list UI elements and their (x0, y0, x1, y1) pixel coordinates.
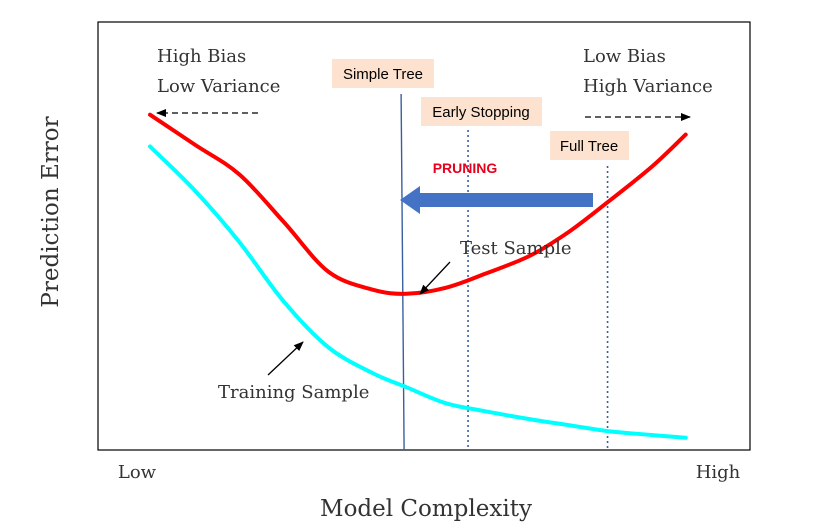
left-bias-text: High Bias (157, 46, 246, 67)
pruning-arrow (400, 186, 593, 214)
pruning-label: PRUNING (433, 160, 498, 176)
early-stopping-label: Early Stopping (432, 104, 530, 121)
x-tick-low: Low (118, 462, 157, 483)
plot-frame (97, 21, 751, 451)
early-stopping-label-box (421, 97, 542, 126)
test-sample-label: Test Sample (460, 238, 572, 259)
left-variance-text: Low Variance (157, 76, 280, 97)
right-variance-text: High Variance (583, 76, 713, 97)
simple-tree-label-box (332, 59, 434, 88)
simple-tree-line (400, 93, 405, 451)
x-axis-label: Model Complexity (320, 496, 532, 522)
full-tree-label: Full Tree (560, 138, 618, 155)
simple-tree-label: Simple Tree (343, 66, 423, 83)
test-sample-arrow (419, 261, 451, 295)
x-tick-high: High (696, 462, 741, 483)
full-tree-label-box (550, 131, 629, 160)
y-axis-label: Prediction Error (38, 116, 64, 307)
training-sample-arrow (267, 341, 304, 376)
training-sample-curve (148, 144, 688, 440)
training-sample-label: Training Sample (218, 382, 369, 403)
right-bias-text: Low Bias (583, 46, 666, 67)
